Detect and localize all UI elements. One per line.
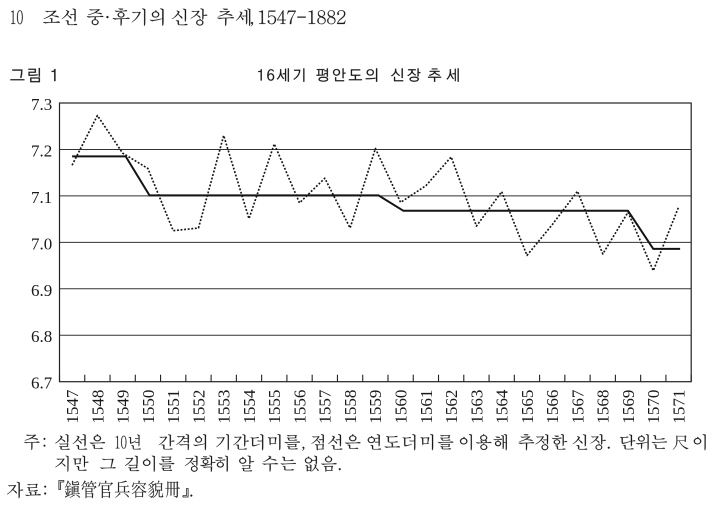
- svg-text:1554: 1554: [240, 389, 259, 424]
- svg-text:1558: 1558: [341, 390, 360, 424]
- svg-text:1560: 1560: [392, 390, 411, 424]
- svg-text:1550: 1550: [139, 390, 158, 424]
- svg-text:1570: 1570: [644, 390, 663, 424]
- svg-text:6.8: 6.8: [31, 327, 52, 346]
- svg-text:1563: 1563: [467, 390, 486, 424]
- svg-text:7.0: 7.0: [31, 234, 52, 253]
- svg-text:1557: 1557: [316, 389, 335, 424]
- svg-text:1556: 1556: [290, 390, 309, 424]
- svg-text:1552: 1552: [189, 390, 208, 424]
- svg-text:7.3: 7.3: [31, 95, 52, 114]
- svg-text:1559: 1559: [366, 390, 385, 424]
- svg-text:1565: 1565: [518, 390, 537, 424]
- svg-text:1568: 1568: [594, 390, 613, 424]
- svg-text:1562: 1562: [442, 390, 461, 424]
- svg-text:1548: 1548: [88, 390, 107, 424]
- svg-text:1567: 1567: [568, 389, 587, 424]
- svg-text:7.1: 7.1: [31, 188, 52, 207]
- svg-text:1571: 1571: [670, 390, 689, 424]
- svg-text:1561: 1561: [417, 390, 436, 424]
- svg-text:6.9: 6.9: [31, 281, 52, 300]
- svg-text:6.7: 6.7: [31, 374, 53, 393]
- svg-text:1564: 1564: [493, 389, 512, 424]
- svg-text:1553: 1553: [215, 390, 234, 424]
- svg-text:1566: 1566: [543, 390, 562, 424]
- svg-text:1569: 1569: [619, 390, 638, 424]
- svg-text:1555: 1555: [265, 390, 284, 424]
- svg-text:1547: 1547: [63, 389, 82, 424]
- svg-text:7.2: 7.2: [31, 141, 52, 160]
- svg-text:1549: 1549: [114, 390, 133, 424]
- svg-text:1551: 1551: [164, 390, 183, 424]
